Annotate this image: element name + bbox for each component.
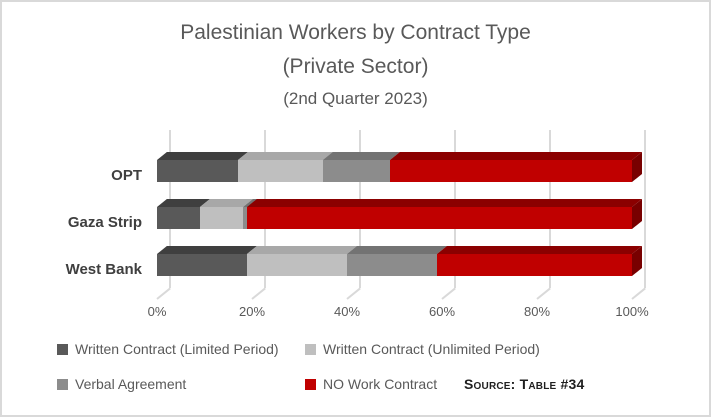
bar-segment-bevel	[157, 152, 248, 160]
legend-item: Written Contract (Limited Period)	[57, 341, 279, 357]
axis-tick-mark	[251, 287, 266, 300]
legend-item: NO Work Contract	[305, 376, 437, 392]
bar-segment	[389, 152, 642, 182]
bar-segment-bevel	[347, 246, 448, 254]
bar-segment-bevel	[247, 246, 357, 254]
bar-segment-bevel	[247, 199, 642, 207]
axis-tick-label: 60%	[428, 304, 456, 319]
chart-period: (2nd Quarter 2023)	[283, 89, 428, 108]
legend-label: Written Contract (Limited Period)	[75, 341, 279, 357]
legend-swatch	[57, 378, 68, 390]
category-label: OPT	[111, 167, 142, 184]
bar-segment	[323, 152, 400, 182]
axis-tick-label: 40%	[333, 304, 361, 319]
bar-segment	[157, 246, 258, 276]
bar-row	[157, 198, 642, 229]
plot-area: 0% 20% 40% 60% 80% 100%	[148, 122, 649, 319]
bar-segment	[437, 246, 642, 276]
bar-segment	[157, 152, 248, 182]
axis-tick-label: 100%	[615, 304, 649, 319]
axis-tick-mark	[346, 287, 361, 300]
bar-segment	[199, 199, 253, 229]
gridline	[644, 130, 646, 288]
bar-segment	[157, 199, 210, 229]
legend-label: NO Work Contract	[323, 376, 438, 392]
bar-segment-bevel	[157, 246, 258, 254]
legend-item: Verbal Agreement	[57, 376, 186, 392]
bar-segment	[242, 199, 258, 229]
category-label: Gaza Strip	[67, 214, 142, 231]
bar-row	[157, 245, 642, 276]
legend-swatch	[57, 343, 68, 355]
bar-segment	[247, 199, 642, 229]
axis-tick-label: 20%	[238, 304, 266, 319]
legend-label: Verbal Agreement	[75, 376, 187, 392]
axis-tick-mark	[156, 287, 171, 300]
chart-title: Palestinian Workers by Contract Type	[180, 21, 531, 44]
axis-tick-mark	[441, 287, 456, 300]
source-note: Source: Table #34	[464, 376, 585, 392]
axis-tick-mark	[631, 287, 646, 300]
legend-label: Written Contract (Unlimited Period)	[323, 341, 540, 357]
bar-segment	[347, 246, 448, 276]
bar-segment-bevel	[237, 152, 334, 160]
bar-segment	[247, 246, 357, 276]
bar-segment-bevel	[323, 152, 400, 160]
bar-row	[157, 151, 642, 182]
bar-segment	[237, 152, 334, 182]
bar-segment-bevel	[437, 246, 642, 254]
axis-tick-label: 80%	[523, 304, 551, 319]
axis-tick-mark	[536, 287, 551, 300]
chart-title-block: Palestinian Workers by Contract Type (Pr…	[2, 16, 709, 114]
legend-item: Written Contract (Unlimited Period)	[305, 341, 540, 357]
chart-subtitle: (Private Sector)	[282, 55, 429, 78]
axis-tick-label: 0%	[147, 304, 167, 319]
legend-swatch	[305, 343, 316, 355]
legend-swatch	[305, 378, 316, 390]
category-label: West Bank	[65, 261, 142, 278]
bar-segment-bevel	[389, 152, 642, 160]
